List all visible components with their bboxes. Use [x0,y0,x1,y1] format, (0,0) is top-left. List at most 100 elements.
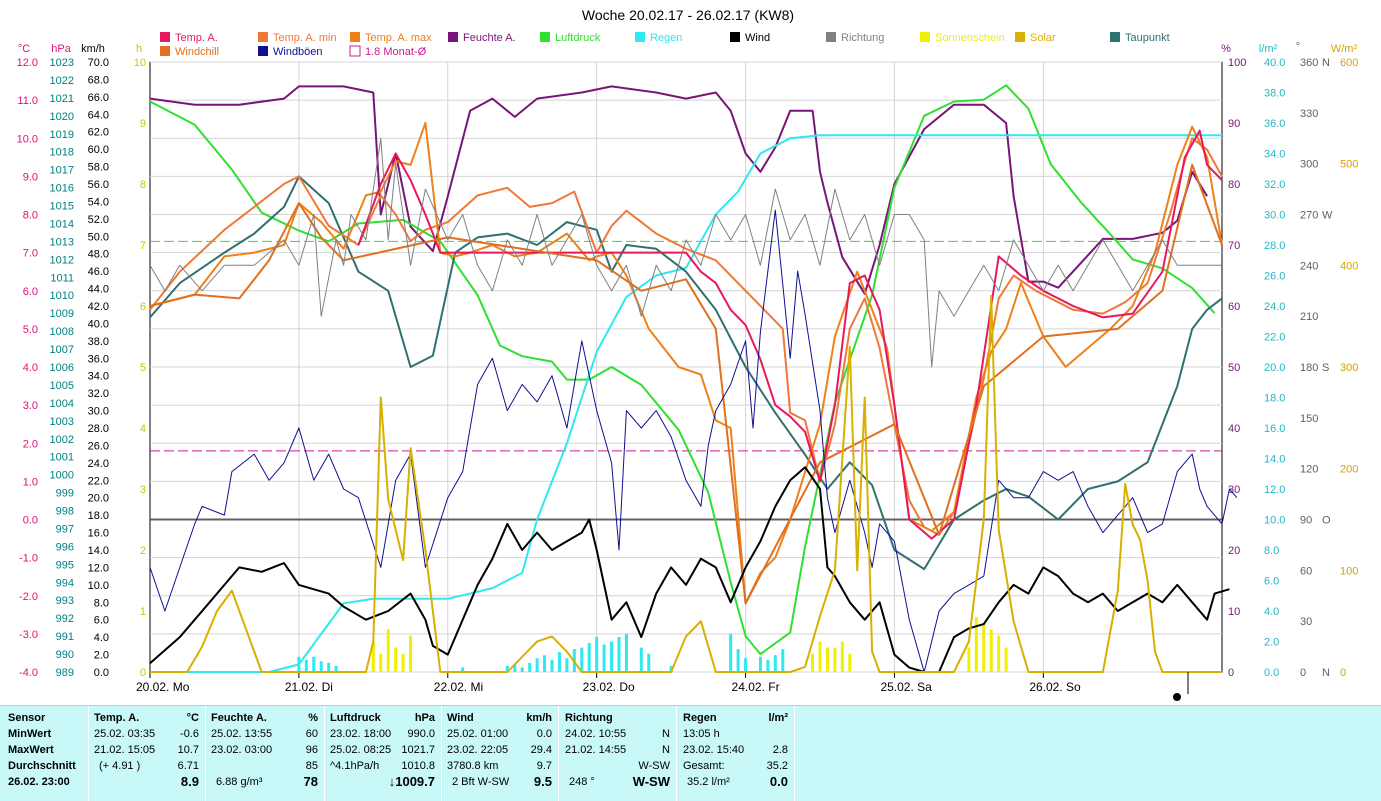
direction-axis-header: ° [1296,41,1300,53]
pressure-tick-label: 991 [56,631,74,643]
humidity-tick-label: 80 [1228,179,1240,191]
pressure-min-value: 990.0 [407,728,435,740]
direction-max-time: 21.02. 14:55 [565,744,627,756]
sun-axis-header: h [136,43,142,55]
rain-tick-label: 2.0 [1264,637,1279,649]
solar-tick-label: 200 [1340,464,1358,476]
sensor-header: Sensor [8,712,46,724]
direction-tick-label: 270 [1300,210,1318,222]
bar-mark [386,629,390,672]
wind-tick-label: 24.0 [88,458,109,470]
direction-min-time: 24.02. 10:55 [565,728,627,740]
pressure-tick-label: 1016 [50,183,74,195]
pressure-tick-label: 1013 [50,236,74,248]
direction-degree-note: 248 ° [569,776,595,788]
legend-label: Regen [650,32,682,44]
x-tick-label: 25.02. Sa [880,680,932,694]
wind-tick-label: 14.0 [88,545,109,557]
rain-tick-label: 6.0 [1264,576,1279,588]
wind-tick-label: 64.0 [88,109,109,121]
pressure-header: Luftdruck [330,712,381,724]
rain-tick-label: 10.0 [1264,515,1285,527]
temp-tick-label: 4.0 [23,362,38,374]
temp-current-value: 8.9 [180,774,199,789]
rain-column: Regen l/m² 13:05 h 23.02. 15:40 2.8 Gesamt… [677,706,795,801]
pressure-tick-label: 1019 [50,129,74,141]
bar-mark [319,661,323,672]
bar-mark [543,655,547,672]
legend-swatch [350,32,360,42]
wind-tick-label: 56.0 [88,179,109,191]
legend-label: Feuchte A. [463,32,516,44]
rain-tick-label: 40.0 [1264,57,1285,69]
bar-mark [513,664,517,672]
series-line-windchill [149,163,1223,605]
bar-mark [1004,647,1008,672]
legend-label: Solar [1030,32,1056,44]
legend-swatch [1015,32,1025,42]
chart-legend: Temp. A. Temp. A. min Temp. A. max Feuchte … [160,32,1170,58]
chart-title: Woche 20.02.17 - 26.02.17 (KW8) [582,7,794,23]
direction-header: Richtung [565,712,613,724]
sensor-column: Sensor MinWert MaxWert Durchschnitt 26.0… [0,706,89,801]
wind-min-time: 25.02. 01:00 [447,728,509,740]
legend-swatch [826,32,836,42]
x-tick-label: 22.02. Mi [434,680,483,694]
x-tick-label: 20.02. Mo [136,680,190,694]
bar-layer [297,617,1008,672]
wind-tick-label: 26.0 [88,440,109,452]
rain-tick-label: 38.0 [1264,88,1285,100]
pressure-tick-label: 997 [56,523,74,535]
bar-mark [840,641,844,672]
bar-mark [974,617,978,672]
wind-tick-label: 38.0 [88,336,109,348]
direction-tick-label: 120 [1300,464,1318,476]
humidity-tick-label: 70 [1228,240,1240,252]
temp-tick-label: 3.0 [23,400,38,412]
bar-mark [528,662,532,672]
pressure-tick-label: 1017 [50,165,74,177]
rain-tick-label: 32.0 [1264,179,1285,191]
bar-mark [334,665,338,672]
wind-tick-label: 0.0 [94,667,109,679]
rain-tick-label: 12.0 [1264,484,1285,496]
direction-column: Richtung 24.02. 10:55 N 21.02. 14:55 N W-S… [559,706,677,801]
durchschnitt-label: Durchschnitt [8,760,76,772]
direction-tick-label: 210 [1300,311,1318,323]
bar-mark [833,647,837,672]
now-marker [1173,672,1189,701]
legend-label: Temp. A. min [273,32,337,44]
bar-mark [744,658,748,672]
pressure-axis-header: hPa [51,43,71,55]
wind-max-time: 23.02. 22:05 [447,744,509,756]
pressure-tick-label: 996 [56,541,74,553]
bar-mark [758,656,762,672]
wind-tick-label: 46.0 [88,266,109,278]
solar-axis-header: W/m² [1331,43,1358,55]
solar-tick-label: 600 [1340,57,1358,69]
temp-tick-label: 7.0 [23,248,38,260]
series-line-wind [149,466,1230,673]
bar-mark [736,649,740,672]
humidity-tick-label: 30 [1228,484,1240,496]
legend-swatch [349,45,361,57]
humidity-axis-header: % [1221,43,1231,55]
sun-tick-label: 3 [140,484,146,496]
wind-tick-label: 12.0 [88,562,109,574]
rain-max-value: 2.8 [772,744,788,756]
wind-tick-label: 6.0 [94,615,109,627]
solar-tick-label: 100 [1340,565,1358,577]
wind-tick-label: 40.0 [88,318,109,330]
bar-mark [982,623,986,672]
pressure-max-value: 1021.7 [401,744,435,756]
compass-label: W [1322,210,1333,222]
bar-mark [312,656,316,672]
rain-tick-label: 14.0 [1264,454,1285,466]
x-tick-label: 23.02. Do [583,680,635,694]
wind-unit: km/h [526,712,552,724]
pressure-tick-label: 1006 [50,362,74,374]
temp-unit: °C [186,712,199,724]
rain-tick-label: 28.0 [1264,240,1285,252]
direction-avg-value: W-SW [638,760,670,772]
temp-tick-label: -4.0 [19,667,38,679]
